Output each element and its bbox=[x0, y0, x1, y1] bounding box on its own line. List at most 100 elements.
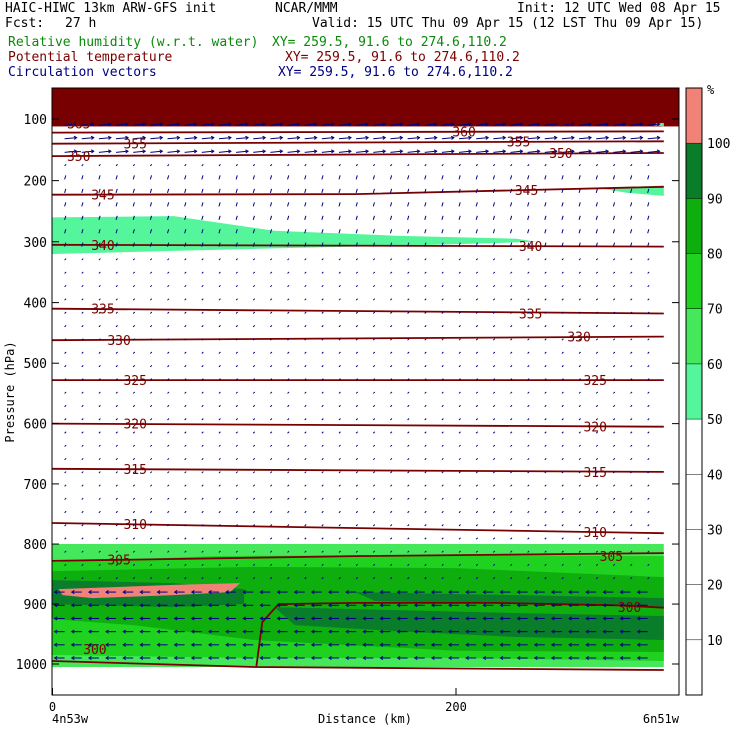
circulation-vector bbox=[561, 457, 564, 461]
circulation-vector bbox=[407, 431, 410, 434]
circulation-vector bbox=[475, 284, 479, 288]
vector-arrowhead bbox=[90, 122, 95, 127]
circulation-vector bbox=[270, 284, 273, 288]
circulation-vector bbox=[475, 577, 479, 580]
vector-arrowhead bbox=[139, 629, 144, 634]
circulation-vector bbox=[510, 137, 523, 140]
theta-label-300: 300 bbox=[83, 643, 106, 658]
circulation-vector bbox=[441, 311, 444, 314]
theta-contour-320 bbox=[52, 422, 664, 428]
vector-arrowhead bbox=[413, 629, 418, 634]
vector-arrowhead bbox=[142, 149, 147, 154]
circulation-vector bbox=[81, 137, 94, 140]
circulation-vector bbox=[133, 123, 146, 126]
vector-arrowhead bbox=[553, 122, 558, 127]
circulation-vector bbox=[613, 271, 616, 274]
circulation-vector bbox=[613, 298, 616, 301]
circulation-vector bbox=[184, 311, 187, 314]
circulation-vector bbox=[630, 391, 633, 394]
circulation-vector bbox=[578, 325, 581, 328]
circulation-vector bbox=[458, 202, 461, 207]
circulation-vector bbox=[184, 537, 187, 540]
circulation-vector bbox=[458, 284, 461, 288]
circulation-vector bbox=[595, 550, 599, 553]
circulation-vector bbox=[441, 271, 444, 274]
rh-region-90-100 bbox=[274, 607, 664, 640]
circulation-vector bbox=[561, 404, 564, 408]
circulation-vector bbox=[64, 123, 77, 126]
vector-arrowhead bbox=[122, 603, 127, 608]
circulation-vector bbox=[149, 271, 153, 274]
circulation-vector bbox=[390, 258, 393, 261]
circulation-vector bbox=[167, 123, 180, 126]
circulation-vector bbox=[81, 351, 84, 354]
vector-arrowhead bbox=[448, 655, 452, 661]
circulation-vector bbox=[64, 188, 67, 194]
circulation-vector bbox=[476, 137, 489, 140]
circulation-vector bbox=[390, 510, 393, 514]
theta-label-360: 360 bbox=[452, 125, 475, 140]
circulation-vector bbox=[578, 563, 581, 567]
circulation-vector bbox=[356, 137, 369, 140]
circulation-vector bbox=[595, 497, 599, 500]
vector-arrowhead bbox=[228, 135, 232, 140]
circulation-vector bbox=[338, 550, 341, 553]
circulation-vector bbox=[355, 271, 358, 274]
circulation-vector bbox=[167, 418, 170, 421]
circulation-vector bbox=[184, 364, 187, 368]
theta-contour-layer bbox=[52, 110, 664, 671]
circulation-vector bbox=[218, 325, 221, 328]
circulation-vector bbox=[561, 215, 564, 220]
circulation-vector bbox=[492, 484, 496, 487]
circulation-vector bbox=[218, 418, 221, 421]
circulation-vector bbox=[630, 137, 643, 140]
circulation-vector bbox=[252, 258, 256, 261]
end-location-label: 6n51w bbox=[643, 712, 680, 726]
circulation-vector bbox=[612, 188, 616, 194]
circulation-vector bbox=[561, 137, 574, 140]
circulation-vector bbox=[630, 378, 633, 381]
circulation-vector bbox=[579, 137, 592, 140]
circulation-vector bbox=[613, 164, 616, 167]
vector-arrowhead bbox=[87, 616, 92, 621]
vector-arrowhead bbox=[516, 642, 521, 647]
colorbar-tick-label: 70 bbox=[707, 303, 723, 318]
circulation-vector bbox=[458, 123, 472, 126]
vector-arrowhead bbox=[193, 135, 198, 140]
circulation-vector bbox=[115, 537, 118, 540]
theta-contour-310 bbox=[52, 522, 664, 535]
circulation-vector bbox=[475, 444, 479, 447]
circulation-vector bbox=[492, 188, 496, 194]
theta-contour-300 bbox=[52, 660, 664, 671]
vector-arrowhead bbox=[122, 642, 127, 647]
vector-arrowhead bbox=[465, 590, 469, 595]
model-title: HAIC-HIWC 13km ARW-GFS init bbox=[5, 1, 217, 16]
circulation-vector bbox=[115, 431, 118, 434]
vector-arrowhead bbox=[105, 629, 109, 634]
vector-arrowhead bbox=[465, 616, 469, 621]
circulation-vector bbox=[389, 202, 393, 207]
circulation-vector bbox=[81, 577, 84, 580]
vector-arrowhead bbox=[622, 122, 627, 127]
circulation-vector bbox=[270, 431, 273, 434]
circulation-vector bbox=[630, 202, 633, 207]
circulation-vector bbox=[595, 325, 599, 328]
circulation-vector bbox=[304, 471, 307, 474]
circulation-vector bbox=[64, 391, 67, 394]
circulation-vector bbox=[390, 444, 393, 447]
circulation-vector bbox=[132, 364, 136, 368]
circulation-vector bbox=[509, 229, 513, 234]
circulation-vector bbox=[578, 271, 581, 274]
circulation-vector bbox=[304, 391, 307, 394]
vector-arrowhead bbox=[448, 642, 452, 647]
circulation-vector bbox=[527, 175, 530, 180]
circulation-vector bbox=[64, 537, 67, 540]
circulation-vector bbox=[372, 444, 376, 447]
vector-arrowhead bbox=[259, 629, 264, 634]
circulation-vector bbox=[338, 364, 341, 368]
circulation-vector bbox=[201, 524, 204, 527]
circulation-vector bbox=[475, 431, 479, 434]
circulation-vector bbox=[527, 258, 530, 261]
circulation-vector bbox=[355, 563, 358, 567]
vector-arrowhead bbox=[602, 603, 607, 608]
